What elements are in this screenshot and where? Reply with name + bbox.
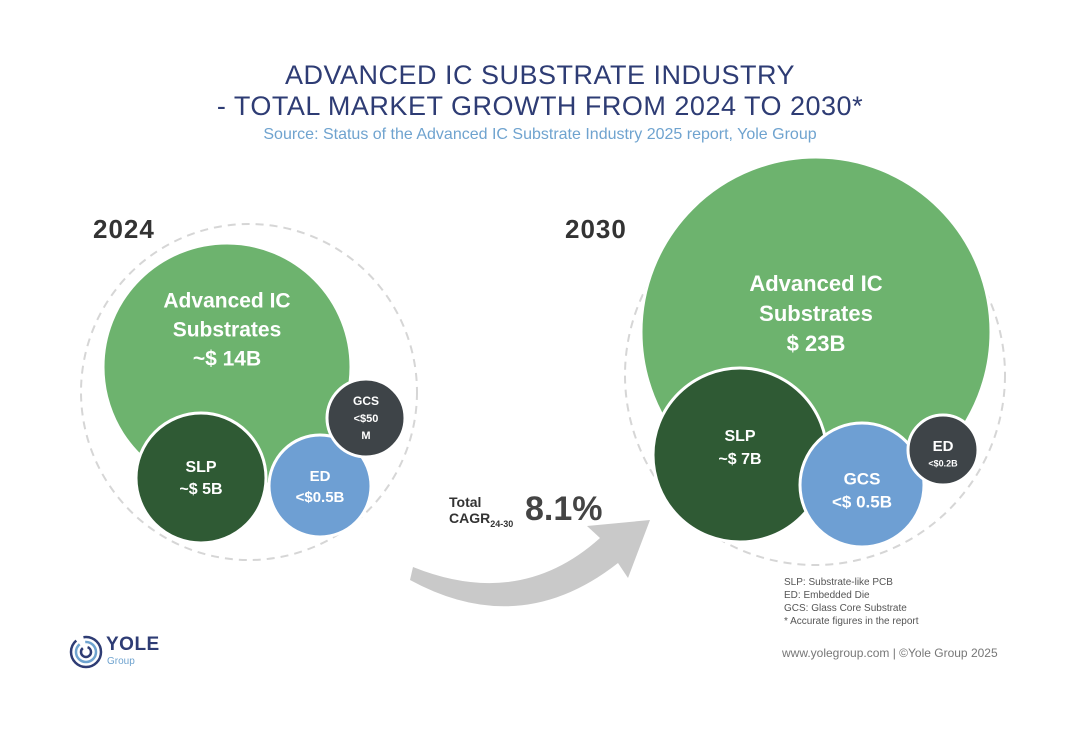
yole-logo-icon <box>69 635 103 669</box>
bubbles-2030: Advanced IC Substrates $ 23B SLP ~$ 7B GCS <$ … <box>639 155 993 549</box>
legend-item: * Accurate figures in the report <box>784 616 919 627</box>
abbreviation-legend: SLP: Substrate-like PCB ED: Embedded Die… <box>784 576 919 628</box>
logo-wordmark: YOLE <box>106 634 160 655</box>
bubble-gcs-2030 <box>798 421 926 549</box>
legend-item: GCS: Glass Core Substrate <box>784 603 907 614</box>
chart-title-line2: - TOTAL MARKET GROWTH FROM 2024 TO 2030* <box>216 91 864 121</box>
bubble-label-advanced_ic-2024: Advanced IC <box>163 290 290 313</box>
bubble-label-advanced_ic-2030: Substrates <box>759 301 873 326</box>
bubble-label-gcs-2030: <$ 0.5B <box>832 492 892 511</box>
legend-item: SLP: Substrate-like PCB <box>784 577 893 588</box>
dashed-ring-2024 <box>80 223 418 561</box>
footer-copyright: www.yolegroup.com | ©Yole Group 2025 <box>782 646 998 660</box>
year-label-2030: 2030 <box>565 214 627 244</box>
bubble-ed-2024 <box>267 433 373 539</box>
cagr-label-text: CAGR <box>449 510 491 526</box>
bubble-label-ed-2030: <$0.2B <box>928 458 958 468</box>
bubble-label-gcs-2030: GCS <box>844 469 881 488</box>
cagr-subscript: 24-30 <box>490 518 514 529</box>
bubble-label-ed-2030: ED <box>933 438 954 455</box>
source-caption: Source: Status of the Advanced IC Substr… <box>263 126 817 143</box>
legend-item: ED: Embedded Die <box>784 590 870 601</box>
bubble-label-ed-2024: <$0.5B <box>296 489 345 506</box>
year-label-2024: 2024 <box>93 214 155 244</box>
bubble-label-gcs-2024: <$50 <box>354 413 379 425</box>
chart-title-line1: ADVANCED IC SUBSTRATE INDUSTRY <box>284 60 796 90</box>
bubble-label-advanced_ic-2024: Substrates <box>173 319 282 342</box>
bubble-ed-2030 <box>906 413 980 487</box>
bubble-label-ed-2024: ED <box>310 468 331 485</box>
bubble-label-advanced_ic-2030: $ 23B <box>787 331 846 356</box>
bubble-label-advanced_ic-2024: ~$ 14B <box>193 348 261 371</box>
growth-arrow <box>410 520 650 607</box>
cagr-label-total: Total <box>449 494 482 510</box>
bubble-label-advanced_ic-2030: Advanced IC <box>749 271 882 296</box>
cagr-label: CAGR24-30 <box>449 510 513 532</box>
bubble-label-slp-2030: SLP <box>724 428 755 445</box>
bubble-label-gcs-2024: GCS <box>353 394 379 408</box>
logo-subtext: Group <box>107 656 135 667</box>
bubble-label-gcs-2024: M <box>361 430 370 442</box>
bubble-gcs-2024 <box>325 377 407 459</box>
bubble-label-slp-2024: ~$ 5B <box>179 481 222 498</box>
bubble-label-slp-2024: SLP <box>185 459 216 476</box>
dashed-ring-2030 <box>624 184 1006 566</box>
cagr-value: 8.1% <box>525 490 603 528</box>
bubbles-2024: Advanced IC Substrates ~$ 14B SLP ~$ 5B ED <$0… <box>101 241 407 545</box>
bubble-slp-2024 <box>134 411 268 545</box>
bubble-label-slp-2030: ~$ 7B <box>718 451 761 468</box>
